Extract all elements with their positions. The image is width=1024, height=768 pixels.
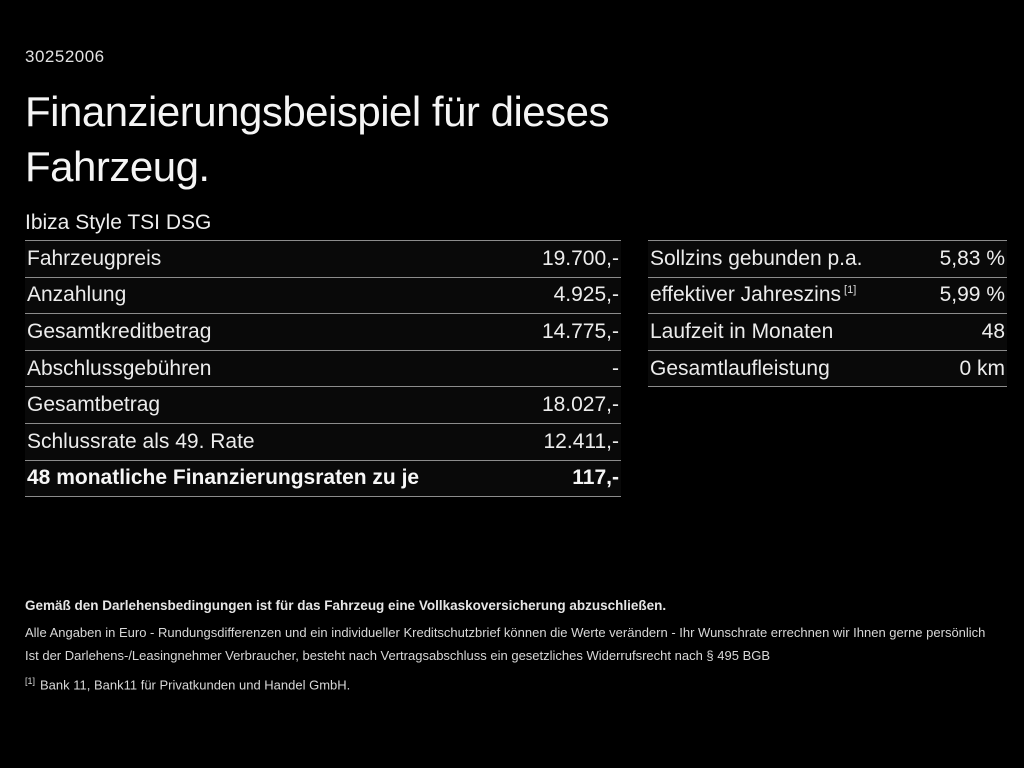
insurance-note: Gemäß den Darlehensbedingungen ist für d… (25, 598, 667, 613)
disclaimer-line2: Ist der Darlehens-/Leasingnehmer Verbrau… (25, 648, 771, 663)
row-label: Abschlussgebühren (27, 356, 212, 380)
row-label: Gesamtbetrag (27, 393, 161, 417)
table-row-abschlussgebuehren: Abschlussgebühren - (25, 349, 621, 387)
footnote-reference: [1] (844, 284, 857, 297)
row-value: 4.925,- (553, 283, 619, 307)
footnote-text: Bank 11, Bank11 für Privatkunden und Han… (40, 677, 351, 693)
row-value: 14.775,- (541, 319, 619, 343)
table-row-gesamtkreditbetrag: Gesamtkreditbetrag 14.775,- (25, 313, 621, 350)
interest-details-table: Sollzins gebunden p.a. 5,83 % effektiver… (648, 240, 1007, 388)
row-label: Gesamtlaufleistung (650, 356, 830, 380)
row-value: - (612, 356, 619, 380)
row-label: effektiver Jahreszins [1] (650, 283, 856, 307)
disclaimer-line1: Alle Angaben in Euro - Rundungsdifferenz… (25, 625, 986, 640)
footnote-marker: [1] (25, 676, 36, 686)
document-id: 30252006 (25, 47, 105, 66)
table-row-anzahlung: Anzahlung 4.925,- (25, 276, 621, 314)
page-title-line1: Finanzierungsbeispiel für dieses (25, 88, 610, 135)
footer-notes: Gemäß den Darlehensbedingungen ist für d… (25, 598, 1000, 701)
row-value: 5,83 % (939, 246, 1005, 270)
row-label: Gesamtkreditbetrag (27, 319, 212, 343)
row-value: 0 km (959, 356, 1005, 380)
row-label: Sollzins gebunden p.a. (650, 246, 863, 270)
row-label: Laufzeit in Monaten (650, 319, 834, 343)
row-value: 48 (981, 319, 1005, 343)
row-label: Fahrzeugpreis (27, 246, 162, 270)
row-value: 18.027,- (541, 393, 619, 417)
table-row-effektiver-jahreszins: effektiver Jahreszins [1] 5,99 % (648, 276, 1007, 314)
row-label: Anzahlung (27, 283, 127, 307)
page-title-line2: Fahrzeug. (25, 143, 210, 190)
row-value: 12.411,- (543, 429, 620, 453)
table-row-schlussrate: Schlussrate als 49. Rate 12.411,- (25, 422, 621, 460)
row-value: 5,99 % (939, 283, 1005, 307)
table-row-sollzins: Sollzins gebunden p.a. 5,83 % (648, 240, 1007, 277)
row-value: 19.700,- (541, 246, 619, 270)
table-row-gesamtlaufleistung: Gesamtlaufleistung 0 km (648, 349, 1007, 387)
row-label-text: effektiver Jahreszins (650, 283, 842, 307)
row-label: 48 monatliche Finanzierungsraten zu je (27, 466, 420, 490)
financing-details-table: Fahrzeugpreis 19.700,- Anzahlung 4.925,-… (25, 240, 621, 498)
vehicle-model-label: Ibiza Style TSI DSG (25, 211, 212, 234)
table-row-fahrzeugpreis: Fahrzeugpreis 19.700,- (25, 240, 621, 277)
table-row-gesamtbetrag: Gesamtbetrag 18.027,- (25, 386, 621, 423)
table-row-laufzeit: Laufzeit in Monaten 48 (648, 313, 1007, 350)
row-label: Schlussrate als 49. Rate (27, 429, 255, 453)
bank-footnote: [1] Bank 11, Bank11 für Privatkunden und … (25, 674, 1000, 692)
page-title: Finanzierungsbeispiel für dieses Fahrzeu… (25, 84, 610, 194)
row-value: 117,- (572, 466, 619, 490)
table-row-monatsrate: 48 monatliche Finanzierungsraten zu je 1… (25, 459, 621, 497)
